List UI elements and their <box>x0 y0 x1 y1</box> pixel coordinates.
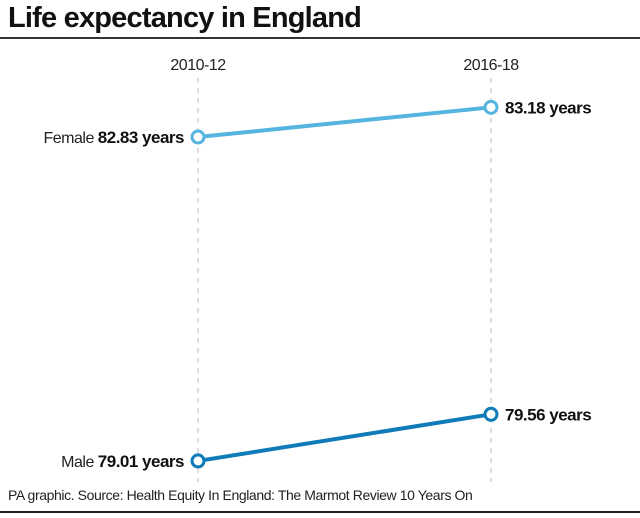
female-series-name: Female <box>44 130 98 147</box>
female-start-label: Female 82.83 years <box>44 128 185 147</box>
title-divider <box>0 37 640 39</box>
male-start-value: 79.01 years <box>98 452 184 471</box>
female-point-1 <box>483 99 499 115</box>
x-tick-label: 2010-12 <box>170 57 226 74</box>
female-point-0 <box>190 129 206 145</box>
male-point-0 <box>190 453 206 469</box>
source-note: PA graphic. Source: Health Equity In Eng… <box>8 487 473 503</box>
female-end-value: 83.18 years <box>505 98 591 117</box>
chart-title: Life expectancy in England <box>8 2 362 34</box>
male-series-line <box>197 412 492 463</box>
x-tick-label: 2016-18 <box>463 57 519 74</box>
male-series-name: Male <box>61 454 98 471</box>
male-end-value: 79.56 years <box>505 405 591 424</box>
bottom-divider <box>0 511 640 513</box>
male-point-1 <box>483 406 499 422</box>
male-start-label: Male 79.01 years <box>61 452 184 471</box>
female-series-line <box>197 105 492 139</box>
female-start-value: 82.83 years <box>98 128 184 147</box>
